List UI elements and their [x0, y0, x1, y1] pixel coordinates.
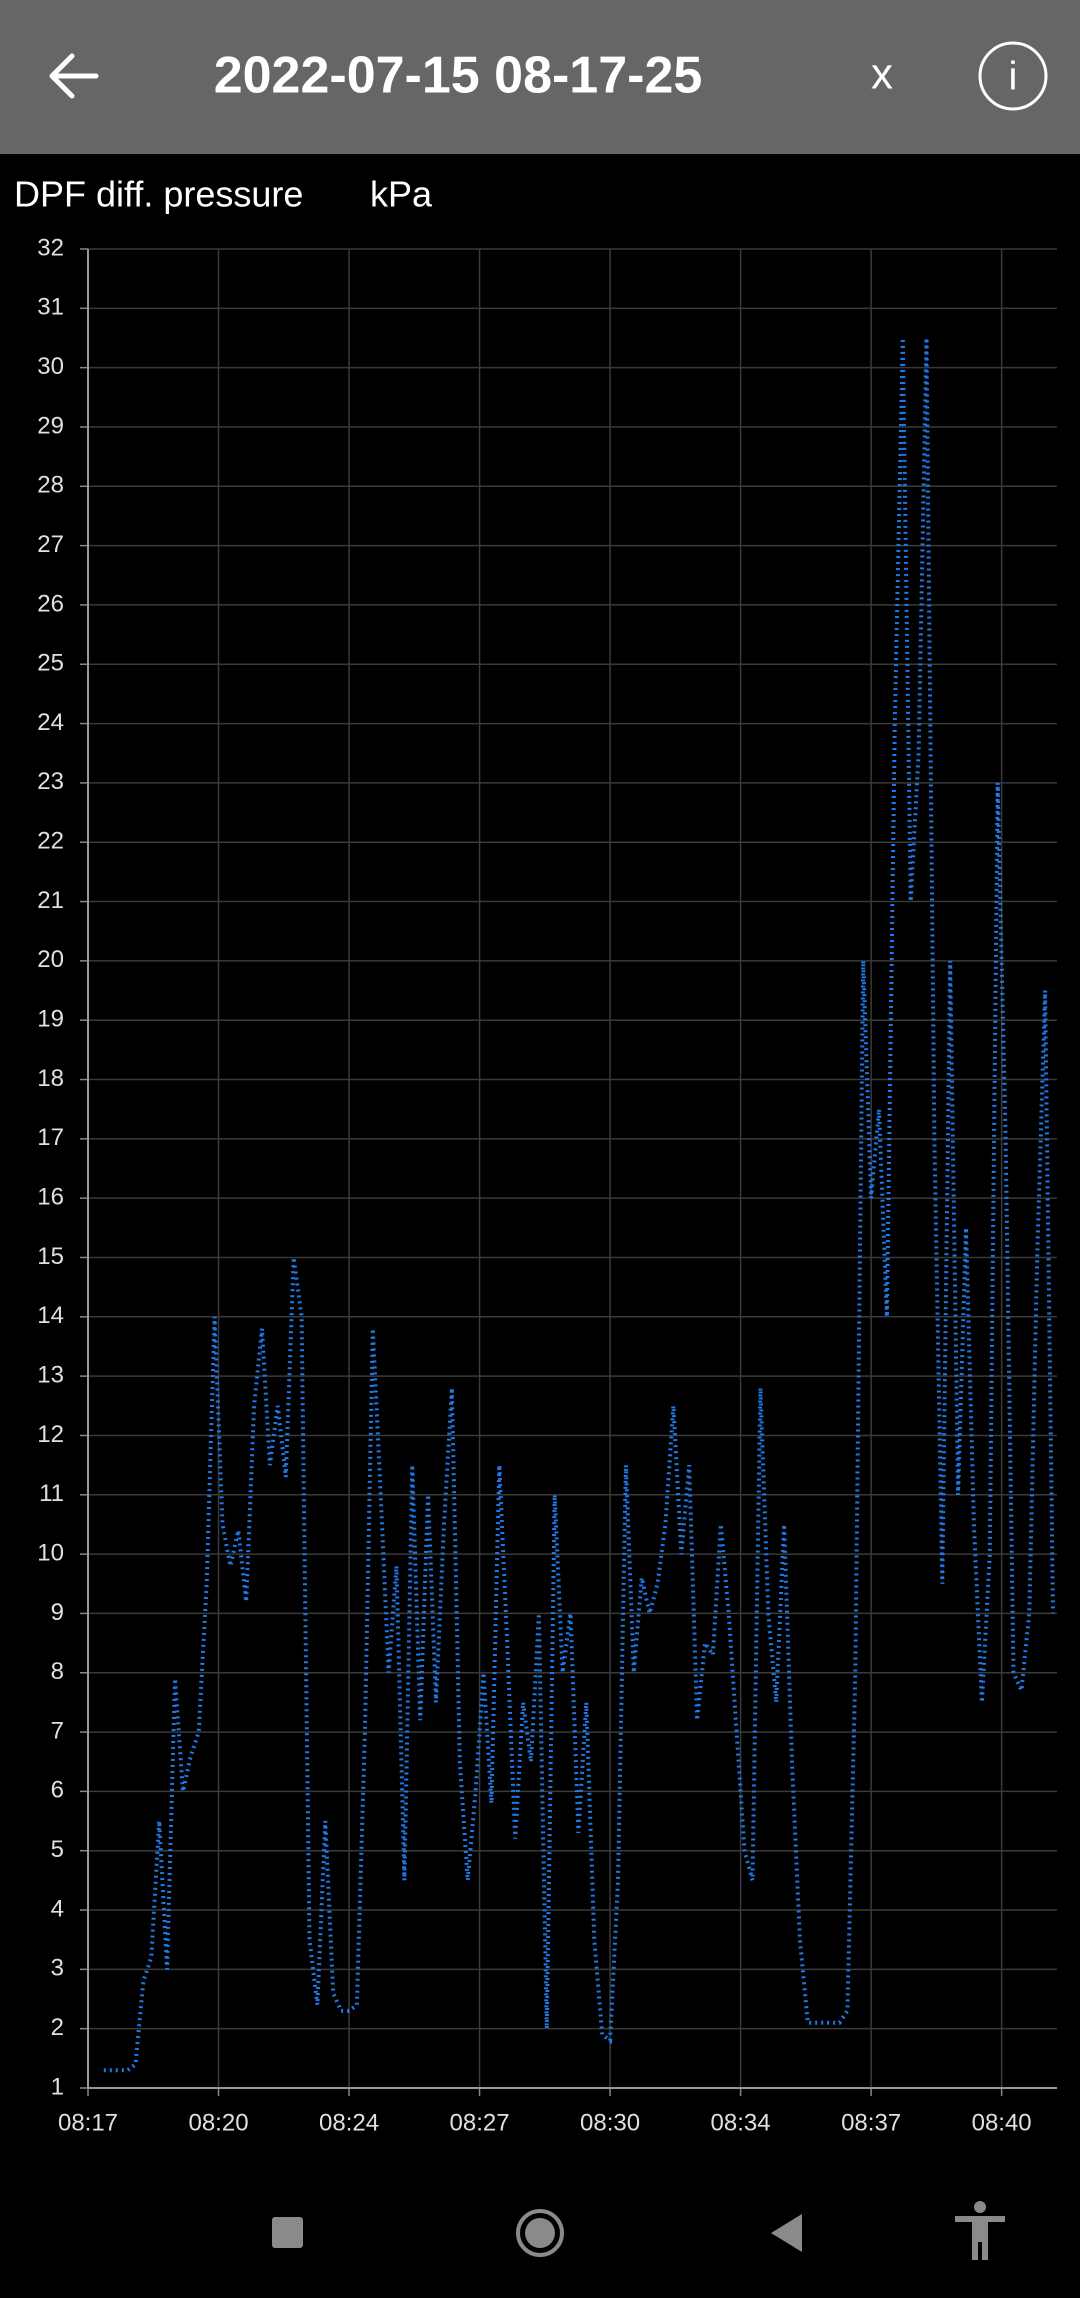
screen-title: 2022-07-15 08-17-25 [214, 47, 703, 105]
close-button[interactable]: x [871, 50, 893, 99]
y-tick-label: 29 [37, 412, 64, 439]
y-tick-label: 23 [37, 768, 64, 795]
y-tick-label: 11 [39, 1480, 64, 1507]
back-arrow [49, 53, 99, 99]
y-tick-label: 7 [51, 1717, 64, 1744]
info-circle [978, 41, 1048, 111]
y-tick-label: 14 [37, 1302, 64, 1329]
home-button[interactable] [516, 2209, 564, 2257]
x-tick-label: 08:27 [450, 2109, 510, 2136]
y-tick-label: 8 [51, 1658, 64, 1685]
data-line [103, 337, 1055, 2073]
nav-bar [272, 2201, 1005, 2260]
y-tick-label: 24 [37, 709, 64, 736]
access-body [955, 2216, 1005, 2260]
info-button[interactable]: i [978, 41, 1048, 111]
back-nav-button[interactable] [771, 2214, 802, 2252]
x-tick-label: 08:20 [188, 2109, 248, 2136]
x-tick-label: 08:40 [972, 2109, 1032, 2136]
y-tick-label: 19 [37, 1006, 64, 1033]
chart-title: DPF diff. pressure [14, 174, 303, 215]
y-tick-label: 10 [37, 1539, 64, 1566]
y-tick-label: 16 [37, 1184, 64, 1211]
y-tick-label: 21 [37, 887, 64, 914]
info-label: i [1009, 55, 1018, 99]
y-tick-label: 3 [51, 1955, 64, 1982]
y-unit: kPa [370, 174, 433, 215]
x-tick-label: 08:30 [580, 2109, 640, 2136]
y-tick-label: 28 [37, 472, 64, 499]
y-tick-label: 26 [37, 590, 64, 617]
x-tick-label: 08:34 [711, 2109, 771, 2136]
y-tick-label: 18 [37, 1065, 64, 1092]
y-tick-label: 30 [37, 353, 64, 380]
x-tick-label: 08:17 [58, 2109, 118, 2136]
y-tick-label: 4 [51, 1895, 64, 1922]
y-tick-label: 15 [37, 1243, 64, 1270]
y-tick-label: 32 [37, 234, 64, 261]
y-tick-label: 17 [37, 1124, 64, 1151]
y-tick-label: 12 [37, 1421, 64, 1448]
y-tick-label: 31 [37, 294, 64, 321]
accessibility-button[interactable] [955, 2201, 1005, 2260]
plot: 1234567891011121314151617181920212223242… [37, 234, 1057, 2136]
y-tick-label: 25 [37, 650, 64, 677]
y-tick-label: 27 [37, 531, 64, 558]
y-tick-label: 6 [51, 1777, 64, 1804]
recents-button[interactable] [272, 2217, 303, 2248]
y-tick-label: 13 [37, 1361, 64, 1388]
app-bar [0, 0, 1080, 154]
y-tick-label: 22 [37, 828, 64, 855]
y-tick-label: 5 [51, 1836, 64, 1863]
home-dot [525, 2218, 555, 2248]
access-head [974, 2201, 986, 2213]
x-tick-label: 08:37 [841, 2109, 901, 2136]
y-tick-label: 20 [37, 946, 64, 973]
back-button[interactable] [49, 53, 99, 99]
y-tick-label: 2 [51, 2014, 64, 2041]
y-tick-label: 1 [51, 2073, 64, 2100]
y-tick-label: 9 [51, 1599, 64, 1626]
x-tick-label: 08:24 [319, 2109, 379, 2136]
